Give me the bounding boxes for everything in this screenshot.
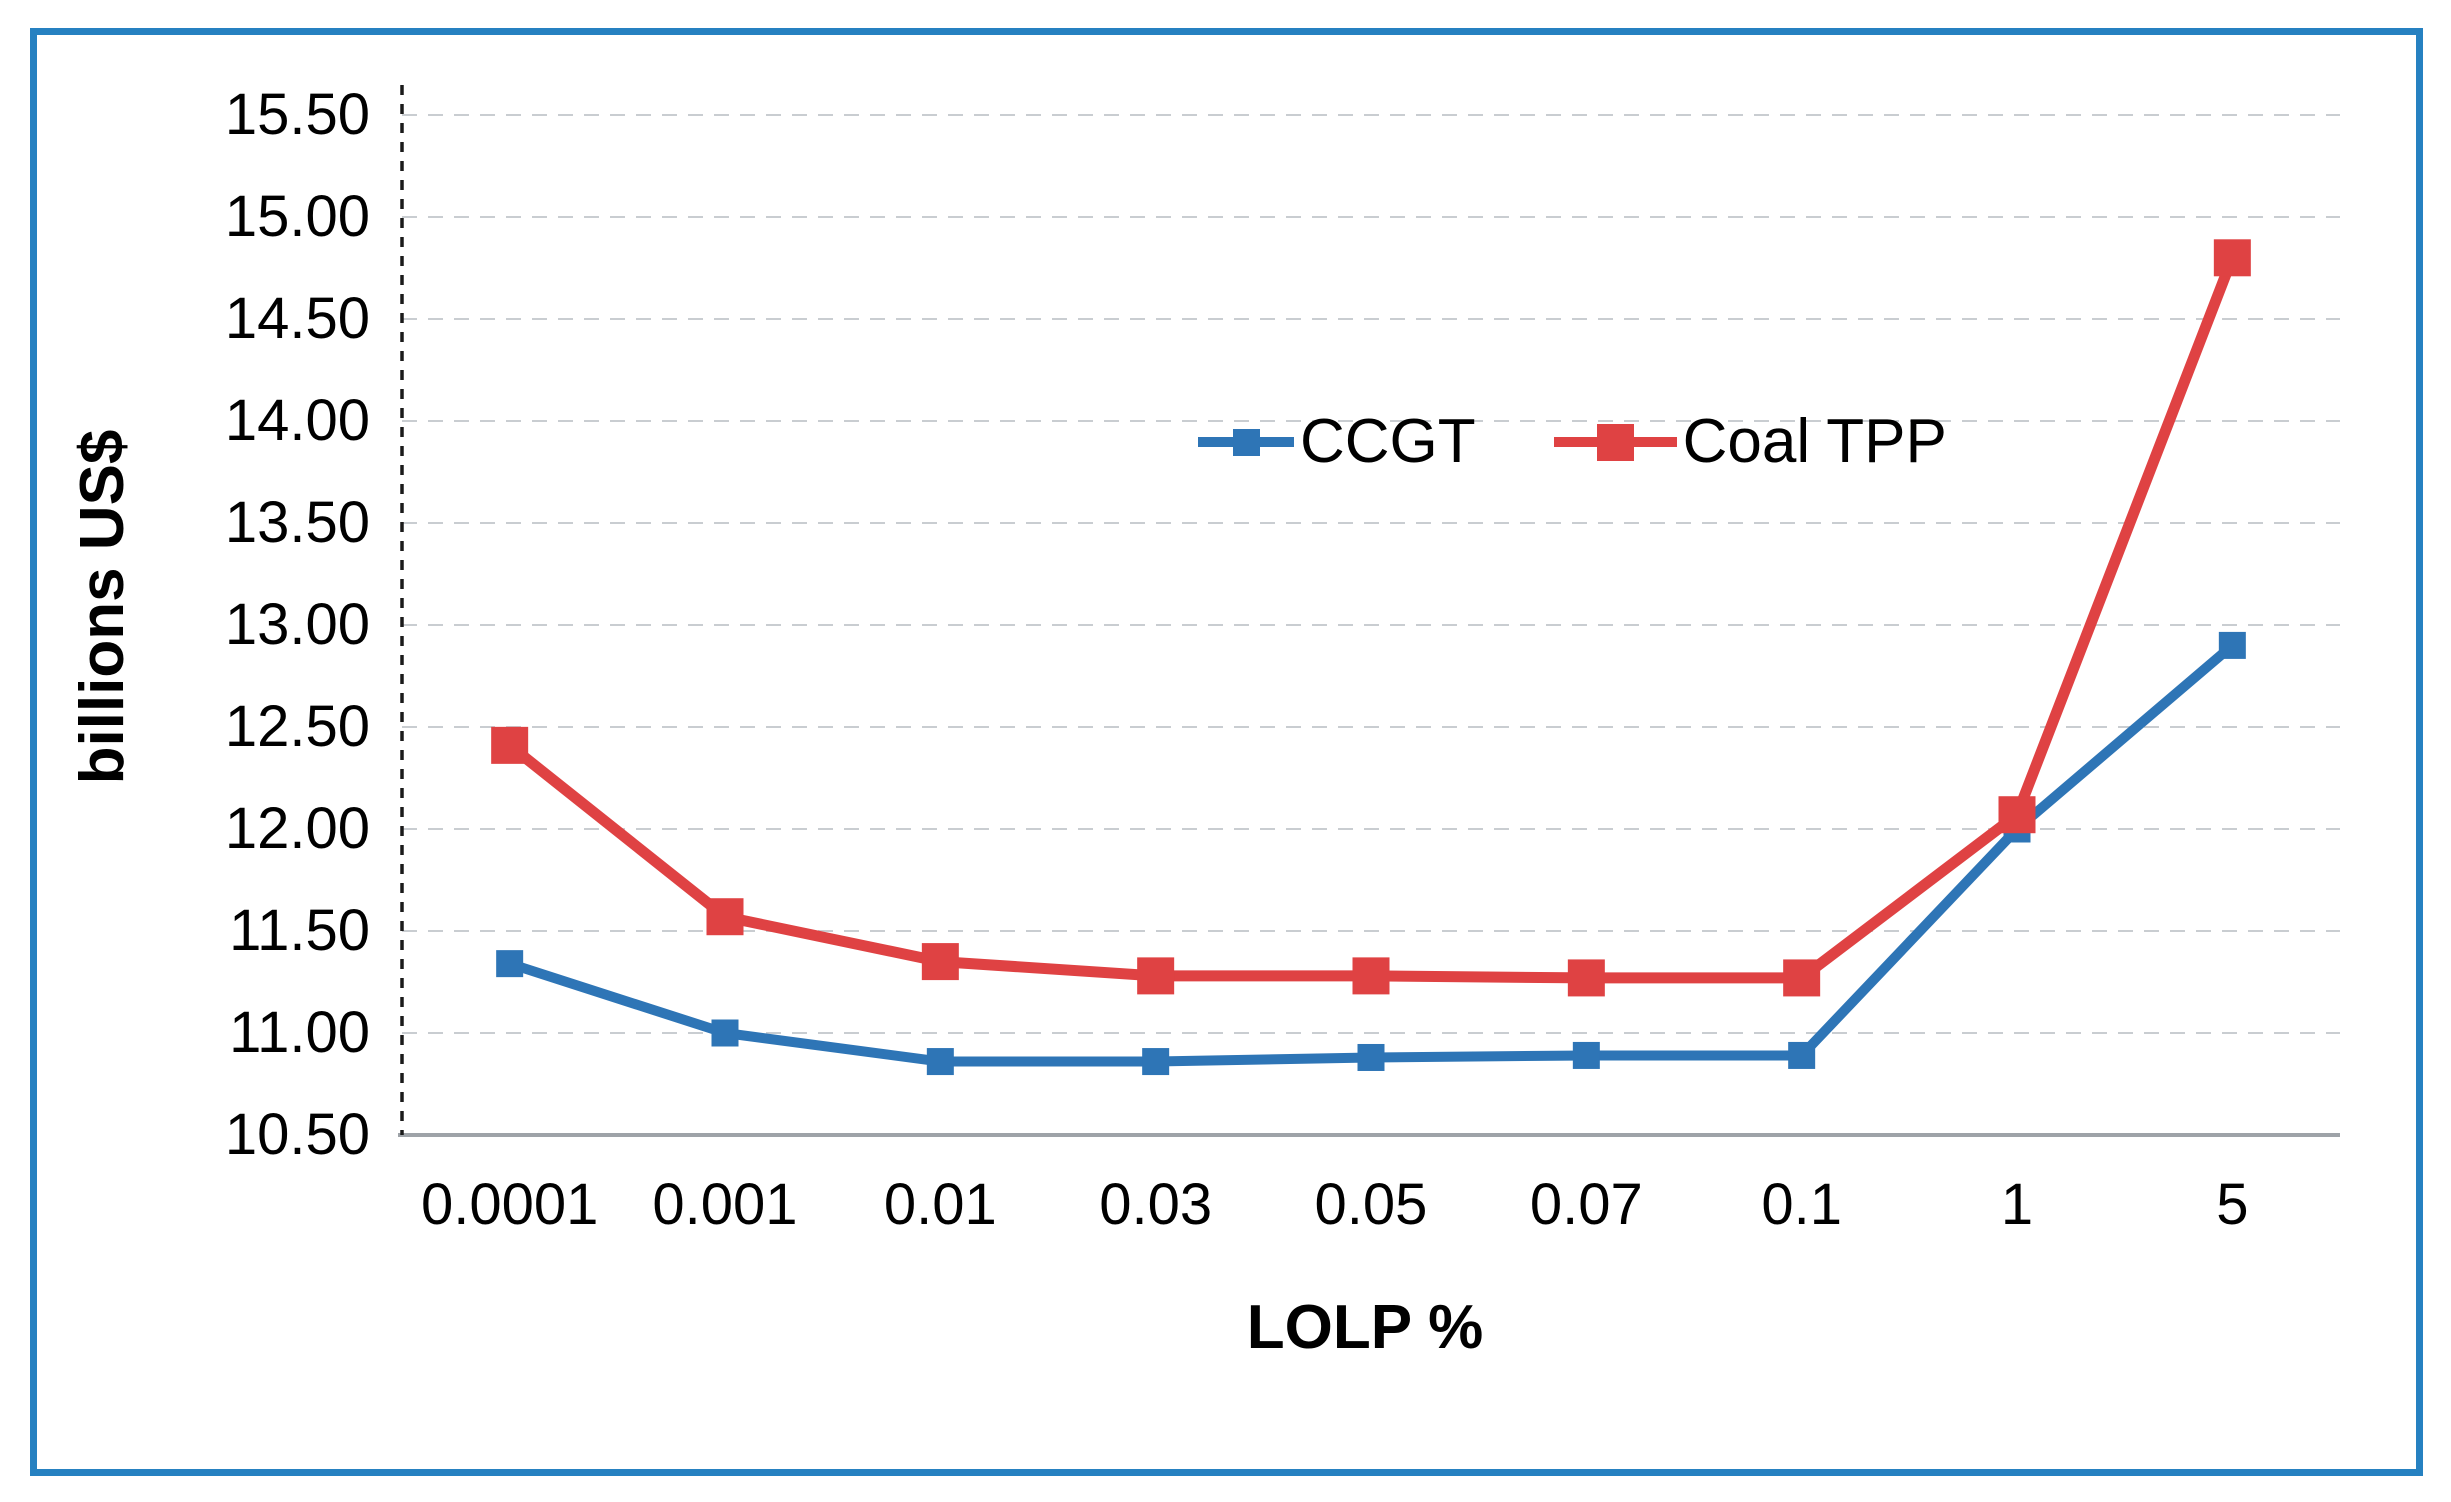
x-tick-label: 1 [2000,1172,2034,1237]
x-axis-title: LOLP % [1246,1293,1484,1362]
y-tick-label: 10.50 [224,1102,370,1167]
legend: CCGT Coal TPP [1198,404,1947,480]
marker-ccgt [1357,1043,1385,1071]
marker-ccgt [2218,631,2246,659]
marker-ccgt [496,950,524,978]
marker-coal-tpp [2213,239,2251,277]
y-axis-title: billions US$ [68,429,137,785]
chart-border [30,28,2423,1476]
marker-coal-tpp [706,898,744,936]
legend-item-ccgt: CCGT [1198,407,1476,477]
y-tick-label: 15.00 [224,184,370,249]
marker-coal-tpp [1998,796,2036,834]
legend-label-coal-tpp: Coal TPP [1682,407,1947,476]
y-tick-label: 15.50 [224,82,370,147]
y-tick-label: 14.00 [224,388,370,453]
y-tick-label: 13.00 [224,592,370,657]
marker-coal-tpp [1352,957,1390,995]
y-tick-label: 11.00 [229,1000,370,1065]
marker-ccgt [926,1048,954,1076]
marker-coal-tpp [921,943,959,981]
x-tick-label: 0.05 [1314,1172,1428,1237]
y-tick-label: 14.50 [224,286,370,351]
x-tick-label: 0.1 [1761,1172,1842,1237]
x-tick-label: 0.03 [1099,1172,1213,1237]
marker-coal-tpp [1567,959,1605,997]
marker-ccgt [1788,1041,1816,1069]
marker-coal-tpp [491,726,529,764]
marker-coal-tpp [1137,957,1175,995]
y-tick-label: 11.50 [229,898,370,963]
marker-coal-tpp [1783,959,1821,997]
marker-ccgt [1572,1041,1600,1069]
marker-ccgt [1142,1048,1170,1076]
x-tick-label: 0.0001 [420,1172,599,1237]
legend-marker-coal-tpp-icon [1553,421,1677,463]
y-tick-label: 12.00 [224,796,370,861]
x-tick-label: 0.001 [652,1172,798,1237]
marker-ccgt [711,1019,739,1047]
legend-marker-ccgt-icon [1198,421,1294,463]
legend-label-ccgt: CCGT [1300,407,1476,476]
y-tick-label: 13.50 [224,490,370,555]
x-tick-label: 0.01 [883,1172,997,1237]
y-tick-label: 12.50 [224,694,370,759]
x-tick-label: 0.07 [1529,1172,1643,1237]
legend-item-coal-tpp: Coal TPP [1553,407,1947,477]
x-tick-label: 5 [2216,1172,2249,1237]
